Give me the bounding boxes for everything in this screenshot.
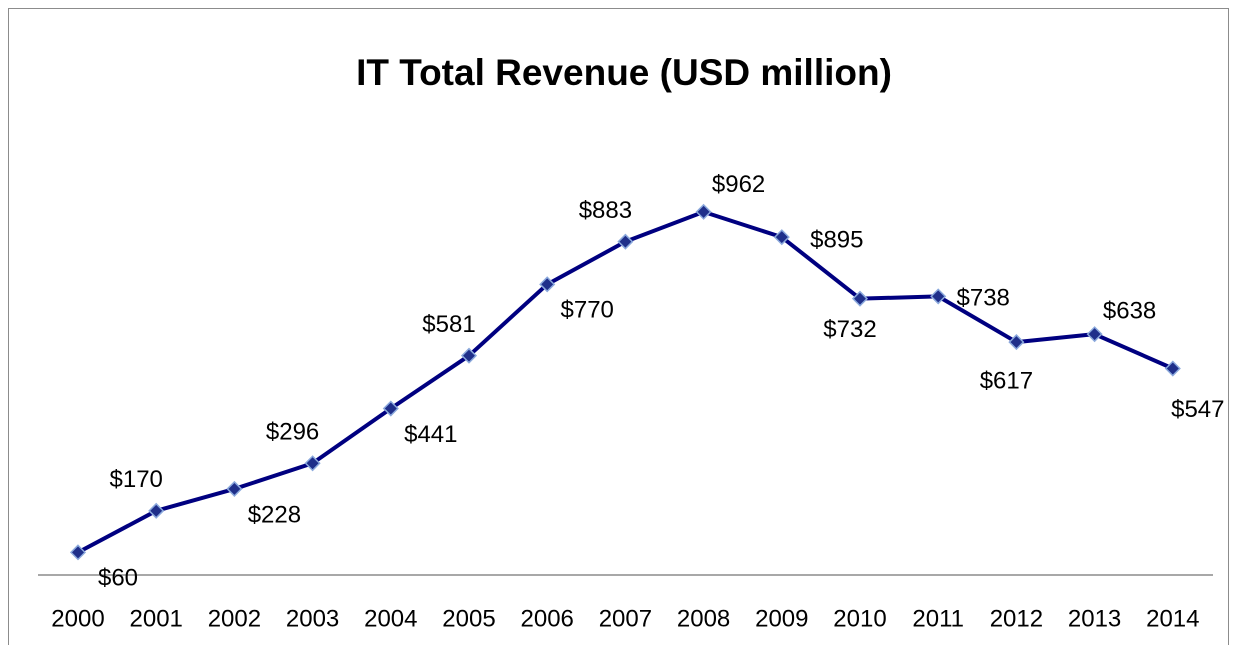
chart-frame xyxy=(8,8,1229,650)
data-point xyxy=(382,400,399,417)
x-tick-label: 2013 xyxy=(1068,605,1121,632)
data-label: $638 xyxy=(1103,297,1156,324)
x-tick-label: 2008 xyxy=(677,605,730,632)
x-tick-label: 2003 xyxy=(286,605,339,632)
data-point xyxy=(695,203,712,220)
x-tick-label: 2001 xyxy=(130,605,183,632)
x-tick-label: 2009 xyxy=(755,605,808,632)
data-point xyxy=(460,347,478,364)
data-point xyxy=(148,502,165,519)
data-label: $228 xyxy=(248,501,301,528)
x-tick-label: 2002 xyxy=(208,605,261,632)
data-point xyxy=(617,233,634,250)
data-label: $732 xyxy=(823,316,876,343)
data-point xyxy=(1164,360,1181,377)
data-point xyxy=(773,229,790,246)
data-point xyxy=(69,544,87,561)
data-label: $170 xyxy=(110,466,163,493)
x-tick-label: 2004 xyxy=(364,605,417,632)
x-tick-label: 2005 xyxy=(442,605,495,632)
x-tick-label: 2014 xyxy=(1146,605,1199,632)
x-tick-label: 2000 xyxy=(51,605,104,632)
data-label: $770 xyxy=(561,297,614,324)
data-label: $441 xyxy=(404,421,457,448)
data-point xyxy=(226,480,243,497)
data-point xyxy=(539,276,556,293)
x-tick-label: 2011 xyxy=(912,605,964,632)
data-label: $296 xyxy=(266,419,319,446)
data-point xyxy=(1086,326,1103,343)
x-tick-label: 2010 xyxy=(833,605,886,632)
data-point xyxy=(930,288,947,305)
data-label: $547 xyxy=(1171,396,1224,423)
data-point xyxy=(1008,334,1025,351)
x-tick-label: 2012 xyxy=(990,605,1043,632)
data-label: $60 xyxy=(98,565,138,592)
data-label: $962 xyxy=(712,171,765,198)
data-label: $895 xyxy=(810,226,863,253)
data-label: $738 xyxy=(957,285,1010,312)
x-tick-label: 2006 xyxy=(521,605,574,632)
data-label: $581 xyxy=(422,311,475,338)
data-label: $617 xyxy=(980,367,1033,394)
chart-title: IT Total Revenue (USD million) xyxy=(356,52,892,93)
x-tick-label: 2007 xyxy=(599,605,652,632)
data-point xyxy=(304,455,321,472)
data-label: $883 xyxy=(579,197,632,224)
data-point xyxy=(851,290,869,307)
